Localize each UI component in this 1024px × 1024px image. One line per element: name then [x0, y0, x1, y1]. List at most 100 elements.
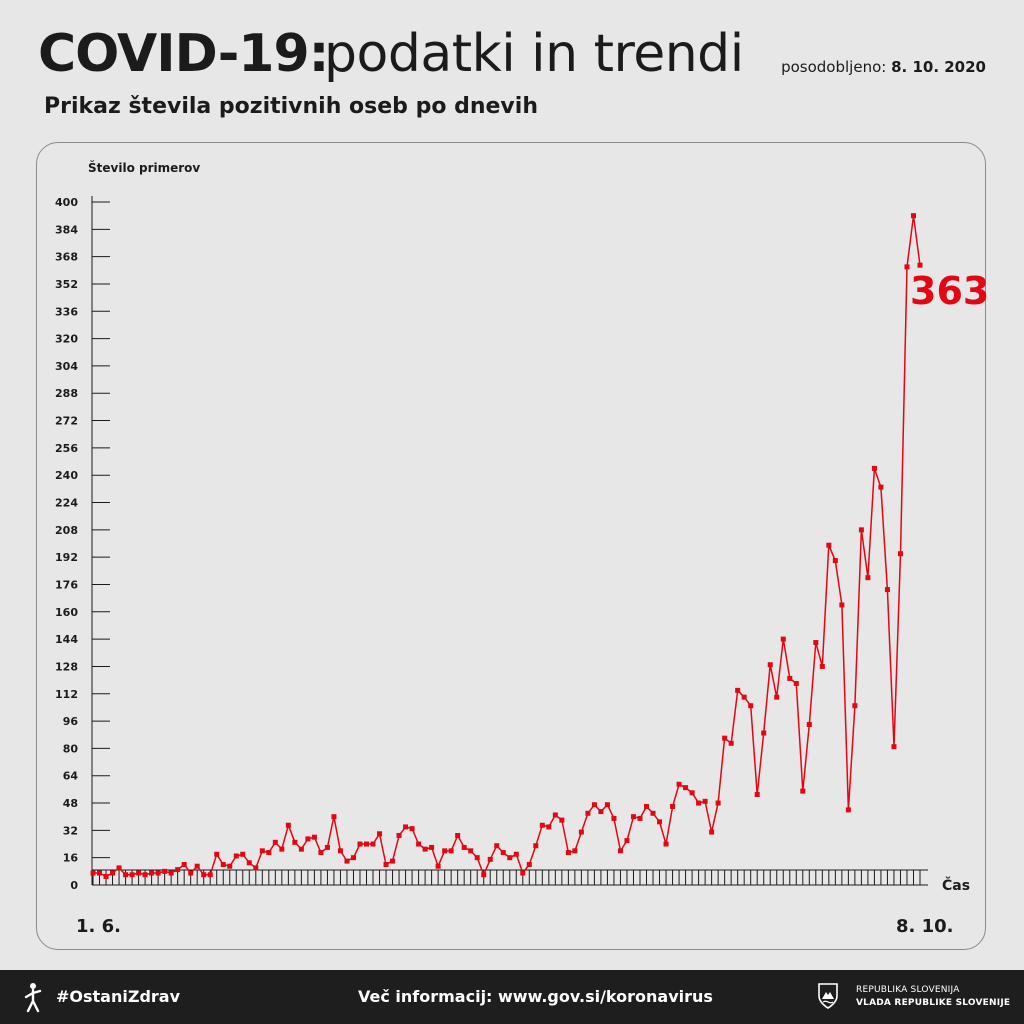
- data-point: [487, 856, 493, 862]
- data-point: [683, 785, 689, 791]
- data-point: [468, 848, 474, 854]
- data-point: [461, 844, 467, 850]
- page-title-secondary: podatki in trendi: [324, 24, 744, 84]
- data-point: [266, 850, 272, 856]
- page-title: COVID-19:: [38, 24, 329, 84]
- y-tick-label: 352: [55, 278, 78, 291]
- y-tick-label: 400: [55, 196, 78, 209]
- data-point: [904, 264, 910, 270]
- data-point: [559, 817, 565, 823]
- y-tick-label: 368: [55, 251, 78, 264]
- data-point: [305, 836, 311, 842]
- data-point: [910, 213, 916, 219]
- data-point: [337, 848, 343, 854]
- data-point: [650, 810, 656, 816]
- data-point: [878, 484, 884, 490]
- data-point: [819, 663, 825, 669]
- data-point: [155, 870, 161, 876]
- data-point: [858, 527, 864, 533]
- data-point: [917, 262, 923, 268]
- last-value-label: 363: [910, 269, 989, 313]
- data-point: [116, 865, 122, 871]
- data-point: [630, 814, 636, 820]
- data-point: [97, 870, 103, 876]
- x-end-label: 8. 10.: [896, 916, 954, 937]
- data-point: [409, 826, 415, 832]
- x-axis-title: Čas: [942, 876, 970, 894]
- government-line-1: REPUBLIKA SLOVENIJA: [856, 985, 960, 995]
- data-point: [845, 807, 851, 813]
- data-point: [696, 800, 702, 806]
- data-point: [481, 872, 487, 878]
- data-point: [891, 744, 897, 750]
- data-point: [774, 694, 780, 700]
- data-point: [272, 839, 278, 845]
- data-point: [539, 822, 545, 828]
- data-point: [702, 798, 708, 804]
- data-point: [728, 740, 734, 746]
- data-point: [598, 809, 604, 815]
- data-point: [793, 681, 799, 687]
- data-point: [220, 862, 226, 868]
- y-tick-label: 64: [63, 770, 79, 783]
- data-point: [884, 587, 890, 593]
- data-point: [526, 862, 532, 868]
- data-point: [500, 850, 506, 856]
- data-point: [357, 841, 363, 847]
- data-point: [657, 819, 663, 825]
- y-tick-label: 240: [55, 469, 78, 482]
- data-point: [644, 803, 650, 809]
- data-point: [754, 792, 760, 798]
- data-point: [832, 558, 838, 564]
- data-point: [578, 829, 584, 835]
- data-point: [624, 838, 630, 844]
- data-point: [617, 848, 623, 854]
- data-point: [90, 870, 96, 876]
- data-point: [852, 703, 858, 709]
- data-point: [442, 848, 448, 854]
- data-point: [839, 602, 845, 608]
- series-line: [93, 214, 921, 878]
- data-point: [194, 863, 200, 869]
- y-tick-label: 0: [70, 879, 78, 892]
- data-point: [110, 870, 116, 876]
- data-point: [689, 790, 695, 796]
- y-tick-label: 112: [55, 688, 78, 701]
- more-info-link[interactable]: Več informacij: www.gov.si/koronavirus: [358, 987, 713, 1006]
- data-point: [422, 846, 428, 852]
- data-point: [533, 843, 539, 849]
- y-tick-label: 16: [63, 852, 79, 865]
- y-tick-label: 336: [55, 305, 78, 318]
- data-point: [591, 802, 597, 808]
- y-tick-label: 208: [55, 524, 78, 537]
- data-point: [507, 855, 513, 861]
- data-point: [429, 844, 435, 850]
- data-point: [826, 542, 832, 548]
- data-point: [103, 873, 109, 879]
- y-tick-label: 256: [55, 442, 78, 455]
- data-point: [565, 850, 571, 856]
- data-point: [741, 694, 747, 700]
- data-point: [279, 846, 285, 852]
- data-point: [448, 848, 454, 854]
- y-tick-label: 96: [63, 715, 79, 728]
- data-point: [292, 839, 298, 845]
- data-point: [285, 822, 291, 828]
- data-point: [865, 575, 871, 581]
- data-point: [298, 846, 304, 852]
- data-point: [455, 832, 461, 838]
- hashtag-link[interactable]: #OstaniZdrav: [56, 987, 181, 1006]
- y-tick-label: 288: [55, 387, 78, 400]
- y-tick-label: 80: [63, 742, 79, 755]
- data-point: [233, 853, 239, 859]
- data-point: [227, 863, 233, 869]
- data-point: [871, 465, 877, 471]
- data-point: [403, 824, 409, 830]
- data-point: [168, 870, 174, 876]
- y-tick-label: 128: [55, 660, 78, 673]
- coat-of-arms-icon: [818, 983, 838, 1009]
- data-point: [344, 858, 350, 864]
- data-point: [474, 855, 480, 861]
- data-point: [207, 872, 213, 878]
- page-subtitle: Prikaz števila pozitivnih oseb po dnevih: [44, 94, 538, 119]
